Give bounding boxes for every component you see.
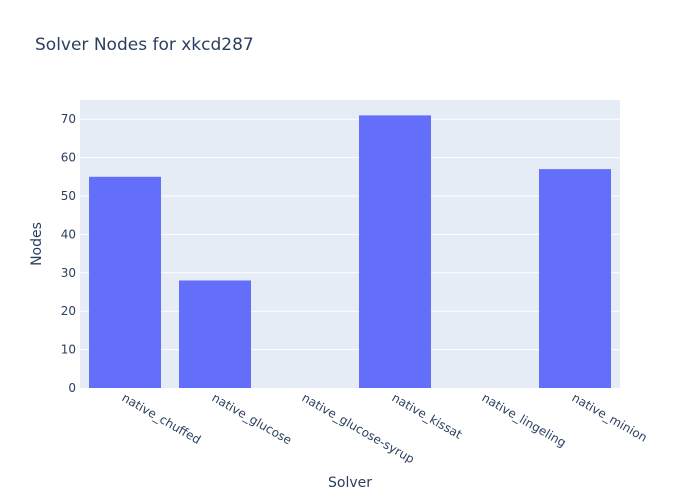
bar-native_minion: [539, 169, 611, 388]
bar-native_kissat: [359, 115, 431, 389]
bar-native_chuffed: [89, 176, 161, 388]
x-axis-title: Solver: [328, 475, 372, 491]
plot-background: [80, 100, 620, 388]
y-tick-label: 30: [61, 266, 76, 280]
x-tick-labels: native_chuffed native_glucose native_gluco…: [120, 390, 650, 466]
x-tick-label: native_glucose: [210, 390, 295, 447]
y-tick-labels: 0 10 20 30 40 50 60 70: [61, 112, 76, 395]
y-tick-label: 50: [61, 189, 76, 203]
chart-title: Solver Nodes for xkcd287: [35, 35, 254, 55]
y-tick-label: 20: [61, 304, 76, 318]
x-tick-label: native_kissat: [390, 390, 465, 441]
y-tick-label: 60: [61, 151, 76, 165]
bars: [89, 115, 611, 389]
y-tick-label: 70: [61, 112, 76, 126]
y-tick-label: 0: [68, 381, 76, 395]
x-tick-label: native_chuffed: [120, 390, 204, 446]
y-tick-label: 40: [61, 227, 76, 241]
bar-native_glucose: [179, 280, 251, 388]
y-tick-label: 10: [61, 343, 76, 357]
x-tick-label: native_minion: [570, 390, 650, 444]
gridlines: [80, 118, 620, 351]
y-axis-title: Nodes: [29, 222, 45, 266]
x-tick-label: native_lingeling: [480, 390, 569, 449]
